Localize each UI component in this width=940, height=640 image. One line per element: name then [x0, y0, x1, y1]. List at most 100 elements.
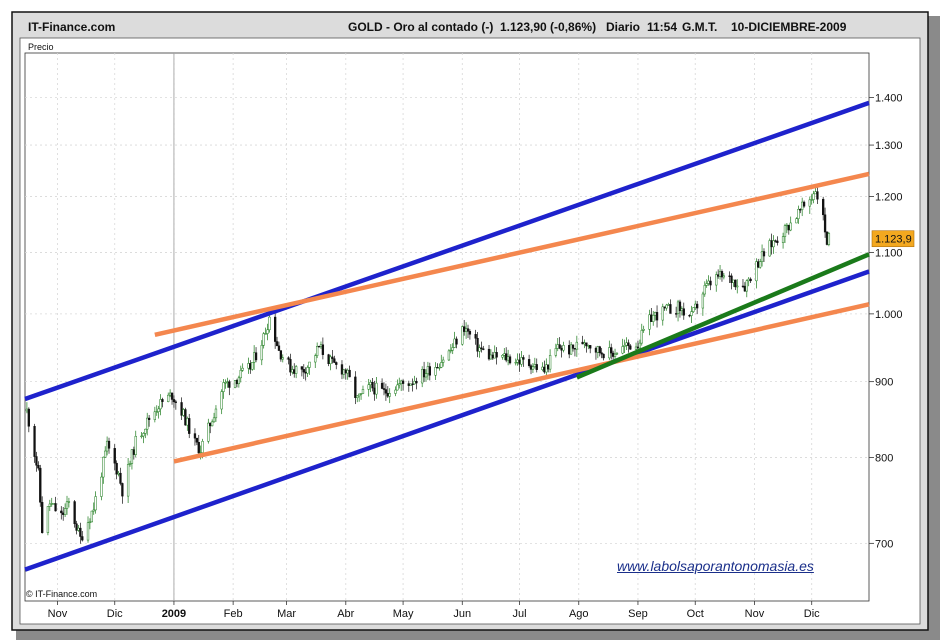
- candle-body: [480, 347, 483, 350]
- watermark-link[interactable]: www.labolsaporantonomasia.es: [617, 558, 814, 574]
- y-tick-label: 1.400: [875, 92, 903, 104]
- candle-body: [674, 313, 678, 315]
- candle-body: [316, 346, 319, 356]
- candle-body: [90, 510, 93, 523]
- candle-body: [506, 356, 510, 361]
- candle-body: [344, 369, 347, 374]
- candle-body: [692, 307, 695, 312]
- candle-body: [407, 383, 410, 386]
- candle-body: [146, 417, 149, 430]
- candle-body: [453, 338, 456, 348]
- candle-body: [67, 501, 71, 503]
- candle-body: [489, 354, 493, 360]
- candle-body: [46, 506, 50, 533]
- candle-body: [380, 382, 384, 389]
- candle-body: [289, 359, 292, 373]
- candle-body: [233, 380, 237, 388]
- candle-body: [161, 399, 164, 402]
- candle-body: [533, 364, 536, 367]
- x-tick-label: Nov: [48, 608, 68, 620]
- candle-body: [518, 359, 521, 365]
- candle-body: [279, 350, 283, 360]
- candle-body: [424, 373, 428, 378]
- candle-body: [749, 278, 752, 282]
- candle-body: [306, 367, 309, 374]
- candle-body: [174, 401, 178, 403]
- candle-body: [587, 345, 590, 347]
- copyright-text: © IT-Finance.com: [26, 589, 97, 599]
- candle-body: [827, 233, 831, 245]
- candle-body: [608, 347, 611, 359]
- instrument-title: GOLD - Oro al contado (-): [348, 20, 494, 34]
- candle-body: [548, 355, 552, 370]
- timezone-label: G.M.T.: [682, 20, 718, 34]
- candle-body: [398, 383, 401, 386]
- candle-body: [814, 191, 817, 195]
- orange-trendline: [154, 171, 870, 337]
- candle-body: [209, 422, 212, 427]
- candle-body: [547, 364, 550, 370]
- candle-body: [627, 342, 630, 347]
- candle-body: [772, 240, 775, 248]
- candle-body: [774, 240, 777, 242]
- candle-body: [409, 383, 412, 386]
- candle-body: [400, 380, 403, 384]
- candle-body: [119, 472, 122, 484]
- x-tick-label: May: [393, 608, 414, 620]
- candle-body: [745, 280, 748, 292]
- candle-body: [88, 521, 92, 523]
- candle-body: [667, 304, 670, 306]
- candle-body: [212, 417, 216, 423]
- candle-body: [254, 352, 258, 361]
- candle-body: [75, 523, 78, 531]
- candle-body: [541, 366, 544, 370]
- candle-body: [529, 365, 533, 370]
- x-tick-label: Oct: [687, 608, 704, 620]
- candle-body: [636, 346, 640, 349]
- candle-body: [102, 456, 105, 478]
- candle-body: [302, 369, 305, 373]
- candle-body: [690, 311, 693, 316]
- candle-body: [346, 369, 349, 374]
- candle-body: [115, 462, 118, 475]
- candle-body: [130, 449, 134, 464]
- last-price-box: [871, 230, 915, 248]
- candle-body: [556, 344, 559, 349]
- candle-body: [703, 285, 706, 295]
- candle-body: [755, 261, 758, 282]
- candle-body: [422, 369, 426, 378]
- x-tick-label: Mar: [277, 608, 296, 620]
- candle-body: [568, 345, 571, 355]
- candle-body: [33, 426, 36, 457]
- candle-body: [369, 382, 372, 385]
- candle-body: [327, 354, 330, 364]
- candle-body: [747, 278, 750, 282]
- candle-body: [188, 418, 191, 434]
- candle-body: [354, 376, 357, 398]
- candle-body: [264, 333, 267, 335]
- candle-body: [802, 201, 806, 207]
- candle-body: [440, 362, 443, 368]
- candle-body: [464, 328, 468, 332]
- candle-body: [436, 367, 439, 369]
- candle-body: [602, 353, 605, 359]
- candle-body: [356, 395, 359, 398]
- candle-body: [655, 312, 659, 321]
- candle-body: [281, 357, 284, 360]
- candle-body: [610, 347, 613, 354]
- candle-body: [535, 364, 538, 370]
- candle-body: [266, 329, 269, 334]
- candle-body: [653, 312, 657, 316]
- blue-trendline: [24, 269, 870, 572]
- candle-body: [759, 261, 762, 268]
- candle-body: [287, 357, 290, 360]
- x-tick-label: Dic: [107, 608, 123, 620]
- candle-body: [585, 342, 588, 347]
- candle-body: [371, 382, 374, 389]
- candle-body: [384, 389, 388, 394]
- candle-body: [335, 362, 338, 365]
- candle-body: [331, 356, 334, 359]
- candle-body: [461, 326, 464, 345]
- green-trendline: [575, 252, 870, 380]
- candle-body: [237, 377, 241, 385]
